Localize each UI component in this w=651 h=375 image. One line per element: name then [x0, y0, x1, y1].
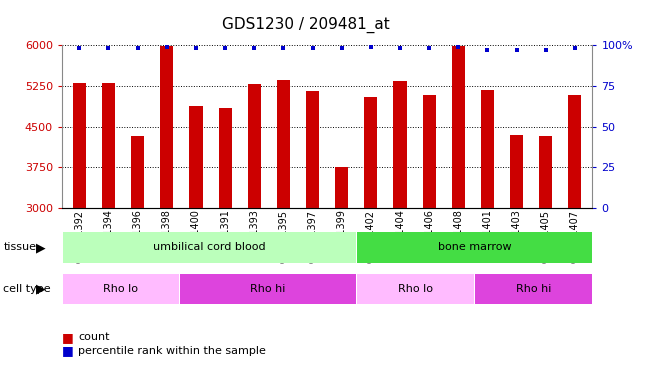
Text: ▶: ▶: [36, 241, 45, 254]
Text: ▶: ▶: [36, 282, 45, 295]
Point: [540, 47, 551, 53]
Bar: [481, 90, 494, 208]
Point: [220, 45, 230, 51]
Bar: [365, 97, 378, 208]
Point: [307, 45, 318, 51]
Bar: [393, 81, 407, 208]
Bar: [131, 136, 145, 208]
Bar: [277, 80, 290, 208]
Text: Rho lo: Rho lo: [104, 284, 138, 294]
Bar: [180, 274, 356, 304]
Point: [482, 47, 493, 53]
Text: ■: ■: [62, 344, 74, 357]
Bar: [568, 95, 581, 208]
Text: GDS1230 / 209481_at: GDS1230 / 209481_at: [222, 17, 390, 33]
Bar: [335, 167, 348, 208]
Text: ■: ■: [62, 331, 74, 344]
Point: [512, 47, 522, 53]
Point: [337, 45, 347, 51]
Text: umbilical cord blood: umbilical cord blood: [153, 243, 266, 252]
Bar: [510, 135, 523, 208]
Bar: [357, 232, 592, 262]
Text: count: count: [78, 333, 109, 342]
Bar: [357, 274, 474, 304]
Point: [132, 45, 143, 51]
Point: [366, 44, 376, 50]
Point: [424, 45, 434, 51]
Bar: [73, 83, 86, 208]
Bar: [102, 82, 115, 208]
Bar: [62, 274, 179, 304]
Bar: [62, 232, 356, 262]
Point: [161, 44, 172, 50]
Point: [191, 45, 201, 51]
Bar: [539, 136, 552, 208]
Point: [104, 45, 114, 51]
Text: Rho hi: Rho hi: [251, 284, 286, 294]
Bar: [219, 108, 232, 208]
Bar: [306, 91, 319, 208]
Bar: [160, 46, 173, 208]
Bar: [247, 84, 261, 208]
Text: tissue: tissue: [3, 243, 36, 252]
Point: [395, 45, 405, 51]
Point: [453, 44, 464, 50]
Text: Rho hi: Rho hi: [516, 284, 551, 294]
Text: percentile rank within the sample: percentile rank within the sample: [78, 346, 266, 355]
Text: Rho lo: Rho lo: [398, 284, 433, 294]
Point: [74, 45, 85, 51]
Bar: [422, 95, 436, 208]
Point: [570, 45, 580, 51]
Bar: [475, 274, 592, 304]
Text: bone marrow: bone marrow: [437, 243, 511, 252]
Point: [278, 45, 288, 51]
Text: cell type: cell type: [3, 284, 51, 294]
Bar: [452, 45, 465, 208]
Point: [249, 45, 260, 51]
Bar: [189, 106, 202, 208]
